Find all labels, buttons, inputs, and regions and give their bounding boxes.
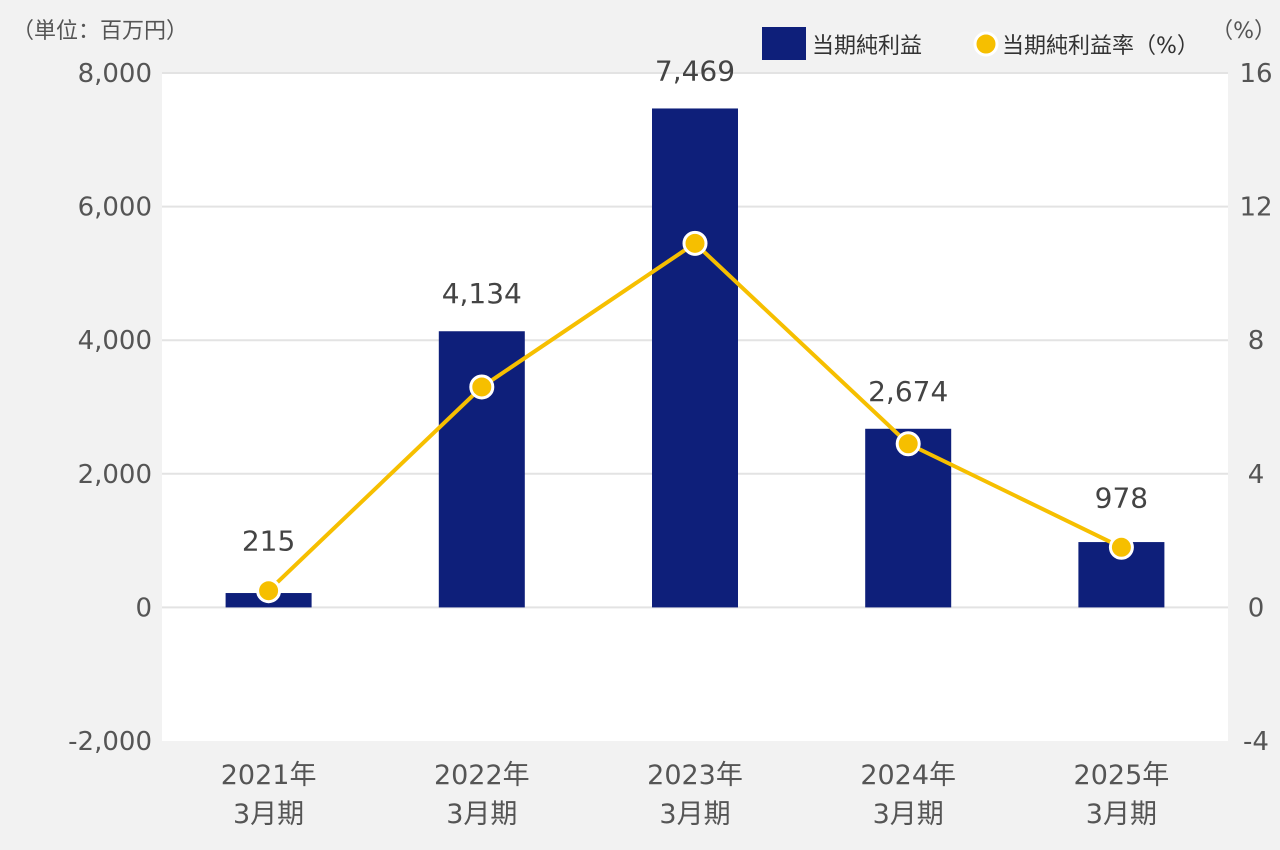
- category-label-period: 3月期: [446, 799, 517, 830]
- right-axis-tick-label: 12: [1239, 193, 1272, 223]
- right-axis-tick-label: 8: [1248, 326, 1265, 356]
- legend-bar-label: 当期純利益: [812, 34, 922, 59]
- bar: [652, 108, 738, 608]
- bar-value-label: 7,469: [655, 54, 735, 87]
- left-axis-tick-label: 6,000: [78, 193, 152, 223]
- legend: 当期純利益 当期純利益率（%）: [762, 27, 1199, 60]
- legend-line-marker: [973, 31, 999, 57]
- category-labels: 2021年 3月期 2022年 3月期 2023年 3月期 2024年 3月期 2025年 3月期: [221, 760, 1170, 830]
- right-axis-tick-label: 4: [1248, 460, 1265, 490]
- bar-value-label: 4,134: [442, 277, 522, 310]
- left-axis-tick-label: 8,000: [78, 59, 152, 89]
- left-axis-tick-label: -2,000: [68, 727, 152, 757]
- left-unit-label: （単位：百万円）: [12, 19, 188, 44]
- category-label-year: 2021年: [221, 760, 317, 791]
- left-axis-tick-label: 2,000: [78, 460, 152, 490]
- category-label-period: 3月期: [1086, 799, 1157, 830]
- line-point: [469, 374, 495, 400]
- category-label-period: 3月期: [873, 799, 944, 830]
- category-label-year: 2025年: [1074, 760, 1170, 791]
- right-axis-ticks: -4 0 4 8 12 16: [1239, 59, 1272, 757]
- category-label-year: 2024年: [860, 760, 956, 791]
- category-label-year: 2022年: [434, 760, 530, 791]
- legend-bar-swatch: [762, 27, 806, 60]
- bar: [438, 331, 525, 608]
- category-label-year: 2023年: [647, 760, 743, 791]
- right-unit-label: （%）: [1211, 19, 1276, 44]
- line-point: [682, 230, 708, 256]
- category-label-period: 3月期: [233, 799, 304, 830]
- line-point: [256, 578, 282, 604]
- right-axis-tick-label: 16: [1239, 59, 1272, 89]
- line-series: [256, 230, 1134, 604]
- left-axis-tick-label: 4,000: [78, 326, 152, 356]
- bar-value-label: 978: [1095, 481, 1148, 514]
- category-label-period: 3月期: [659, 799, 730, 830]
- line-point: [1108, 534, 1134, 560]
- bar-value-label: 215: [242, 525, 295, 558]
- left-axis-ticks: -2,000 0 2,000 4,000 6,000 8,000: [68, 59, 152, 757]
- bar-value-label: 2,674: [868, 375, 948, 408]
- right-axis-tick-label: -4: [1243, 727, 1269, 757]
- left-axis-tick-label: 0: [135, 593, 152, 623]
- line-point: [895, 431, 921, 457]
- bar-series: [225, 108, 1165, 608]
- data-labels: 215 4,134 7,469 2,674 978: [242, 54, 1148, 557]
- legend-line-label: 当期純利益率（%）: [1002, 34, 1199, 59]
- right-axis-tick-label: 0: [1248, 593, 1265, 623]
